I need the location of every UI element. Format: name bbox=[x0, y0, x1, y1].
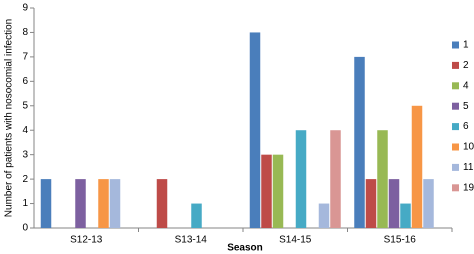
legend-label: 11 bbox=[463, 162, 474, 173]
bar bbox=[98, 179, 109, 228]
bar bbox=[411, 105, 423, 228]
y-tick-label: 2 bbox=[22, 174, 28, 185]
legend-swatch bbox=[452, 184, 459, 192]
bar bbox=[365, 179, 377, 228]
x-tick-label: S12-13 bbox=[70, 235, 103, 246]
y-tick-label: 0 bbox=[22, 223, 28, 234]
x-tick-label: S15-16 bbox=[384, 235, 417, 246]
legend-label: 5 bbox=[463, 101, 469, 112]
legend-label: 6 bbox=[463, 121, 469, 132]
x-axis-label: Season bbox=[227, 243, 263, 254]
bar bbox=[400, 203, 411, 228]
x-tick-label: S13-14 bbox=[175, 235, 208, 246]
bar bbox=[272, 154, 284, 228]
legend-label: 19 bbox=[463, 182, 474, 193]
bar bbox=[191, 203, 202, 228]
legend-swatch bbox=[452, 102, 459, 110]
bar bbox=[330, 130, 341, 228]
y-tick-label: 3 bbox=[22, 149, 28, 160]
bar bbox=[423, 179, 434, 228]
legend-label: 4 bbox=[463, 80, 469, 91]
legend-swatch bbox=[452, 82, 459, 90]
bar bbox=[318, 203, 330, 228]
bar bbox=[295, 130, 307, 228]
x-tick-label: S14-15 bbox=[279, 235, 312, 246]
legend-swatch bbox=[452, 123, 459, 131]
y-tick-label: 8 bbox=[22, 27, 28, 38]
legend-label: 1 bbox=[463, 40, 469, 51]
legend-swatch bbox=[452, 143, 459, 151]
bar bbox=[261, 154, 272, 228]
y-tick-label: 6 bbox=[22, 76, 28, 87]
legend-swatch bbox=[452, 41, 459, 49]
bar bbox=[75, 179, 86, 228]
legend-swatch bbox=[452, 61, 459, 69]
bar bbox=[388, 179, 400, 228]
y-tick-label: 4 bbox=[22, 125, 28, 136]
legend-swatch bbox=[452, 163, 459, 171]
bar bbox=[354, 56, 365, 229]
legend-label: 10 bbox=[463, 142, 474, 153]
y-tick-label: 5 bbox=[22, 100, 28, 111]
y-axis-label: Number of patients with nosocomial infec… bbox=[4, 19, 15, 217]
legend-label: 2 bbox=[463, 60, 469, 71]
y-tick-label: 1 bbox=[22, 198, 28, 209]
bar bbox=[377, 130, 388, 228]
bar bbox=[249, 32, 261, 228]
bar bbox=[40, 179, 52, 228]
y-tick-label: 7 bbox=[22, 52, 28, 63]
bar bbox=[156, 179, 168, 228]
bar bbox=[109, 179, 121, 228]
y-tick-label: 9 bbox=[22, 3, 28, 14]
